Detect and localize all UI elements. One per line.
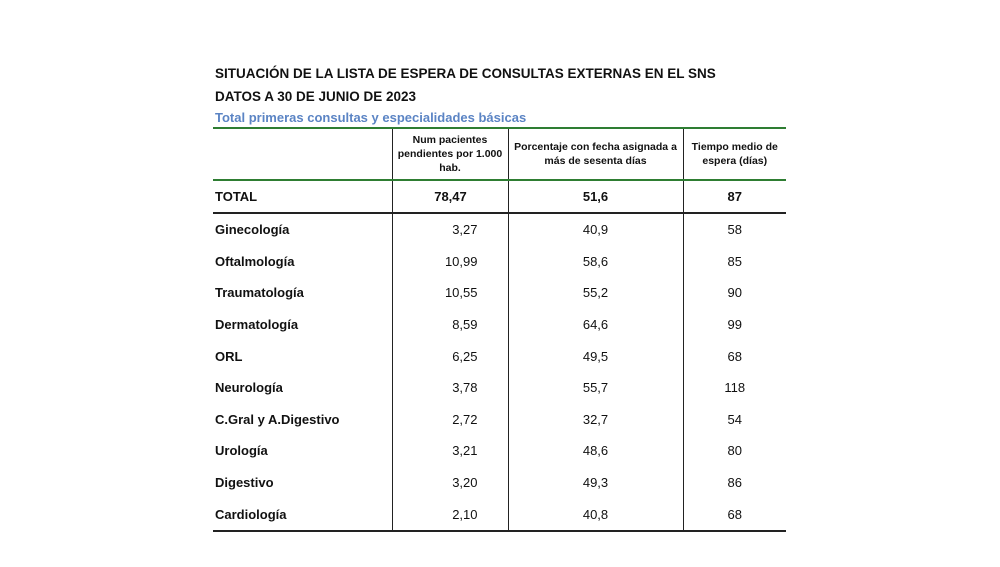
waiting-list-table: Num pacientes pendientes por 1.000 hab. … <box>213 127 786 532</box>
specialty-name: Neurología <box>215 380 283 396</box>
porcentaje-value: 64,6 <box>507 308 683 341</box>
tiempo-value: 86 <box>682 466 786 499</box>
pacientes-value: 2,72 <box>391 403 508 436</box>
table-row: C.Gral y A.Digestivo 2,72 32,7 54 <box>213 403 786 436</box>
tiempo-value: 54 <box>682 403 786 436</box>
specialty-name: Traumatología <box>215 285 304 301</box>
table-row: Urología 3,21 48,6 80 <box>213 435 786 467</box>
pacientes-value: 10,55 <box>391 277 508 309</box>
tiempo-value: 80 <box>682 435 786 467</box>
tiempo-value: 68 <box>682 498 786 532</box>
pacientes-value: 6,25 <box>391 340 508 372</box>
table-row: Dermatología 8,59 64,6 99 <box>213 308 786 341</box>
porcentaje-value: 32,7 <box>507 403 683 436</box>
table-row: Neurología 3,78 55,7 118 <box>213 371 786 404</box>
total-tiempo: 87 <box>682 180 786 214</box>
document-date: DATOS A 30 DE JUNIO DE 2023 <box>215 89 417 104</box>
tiempo-value: 118 <box>682 371 786 404</box>
specialty-name: Oftalmología <box>215 253 295 269</box>
document: SITUACIÓN DE LA LISTA DE ESPERA DE CONSU… <box>213 64 786 532</box>
tiempo-value: 99 <box>682 308 786 341</box>
table-row: ORL 6,25 49,5 68 <box>213 340 786 372</box>
specialty-name: Dermatología <box>215 317 299 333</box>
specialty-name: Urología <box>215 443 268 459</box>
porcentaje-value: 49,3 <box>507 466 683 499</box>
specialty-name: Digestivo <box>215 475 274 491</box>
table-header-row: Num pacientes pendientes por 1.000 hab. … <box>213 127 786 181</box>
pacientes-value: 3,20 <box>391 466 508 499</box>
porcentaje-value: 48,6 <box>507 435 683 467</box>
specialty-name: ORL <box>215 348 243 364</box>
table-row: Digestivo 3,20 49,3 86 <box>213 466 786 499</box>
column-header-tiempo: Tiempo medio de espera (días) <box>682 127 786 181</box>
pacientes-value: 8,59 <box>391 308 508 341</box>
pacientes-value: 3,78 <box>391 371 508 404</box>
tiempo-value: 90 <box>682 277 786 309</box>
pacientes-value: 10,99 <box>391 245 508 278</box>
table-row: Oftalmología 10,99 58,6 85 <box>213 245 786 278</box>
pacientes-value: 3,21 <box>391 435 508 467</box>
column-header-pacientes: Num pacientes pendientes por 1.000 hab. <box>391 127 508 181</box>
column-header-specialty <box>213 127 392 181</box>
specialty-name: C.Gral y A.Digestivo <box>215 411 340 427</box>
specialty-name: Cardiología <box>213 498 392 532</box>
porcentaje-value: 40,9 <box>507 213 683 246</box>
porcentaje-value: 55,7 <box>507 371 683 404</box>
document-title: SITUACIÓN DE LA LISTA DE ESPERA DE CONSU… <box>215 66 716 81</box>
table-row: Cardiología 2,10 40,8 68 <box>213 498 786 532</box>
total-pacientes: 78,47 <box>391 180 508 214</box>
table-subtitle: Total primeras consultas y especialidade… <box>215 110 527 125</box>
specialty-name: Ginecología <box>215 222 290 238</box>
pacientes-value: 3,27 <box>391 213 508 246</box>
tiempo-value: 58 <box>682 213 786 246</box>
pacientes-value: 2,10 <box>391 498 508 532</box>
tiempo-value: 68 <box>682 340 786 372</box>
table-row: Ginecología 3,27 40,9 58 <box>213 213 786 246</box>
porcentaje-value: 49,5 <box>507 340 683 372</box>
total-label: TOTAL <box>213 180 392 214</box>
column-header-porcentaje: Porcentaje con fecha asignada a más de s… <box>507 127 683 181</box>
total-porcentaje: 51,6 <box>507 180 683 214</box>
total-row: TOTAL 78,47 51,6 87 <box>213 180 786 214</box>
porcentaje-value: 58,6 <box>507 245 683 278</box>
table-row: Traumatología 10,55 55,2 90 <box>213 277 786 309</box>
porcentaje-value: 55,2 <box>507 277 683 309</box>
porcentaje-value: 40,8 <box>507 498 683 532</box>
tiempo-value: 85 <box>682 245 786 278</box>
